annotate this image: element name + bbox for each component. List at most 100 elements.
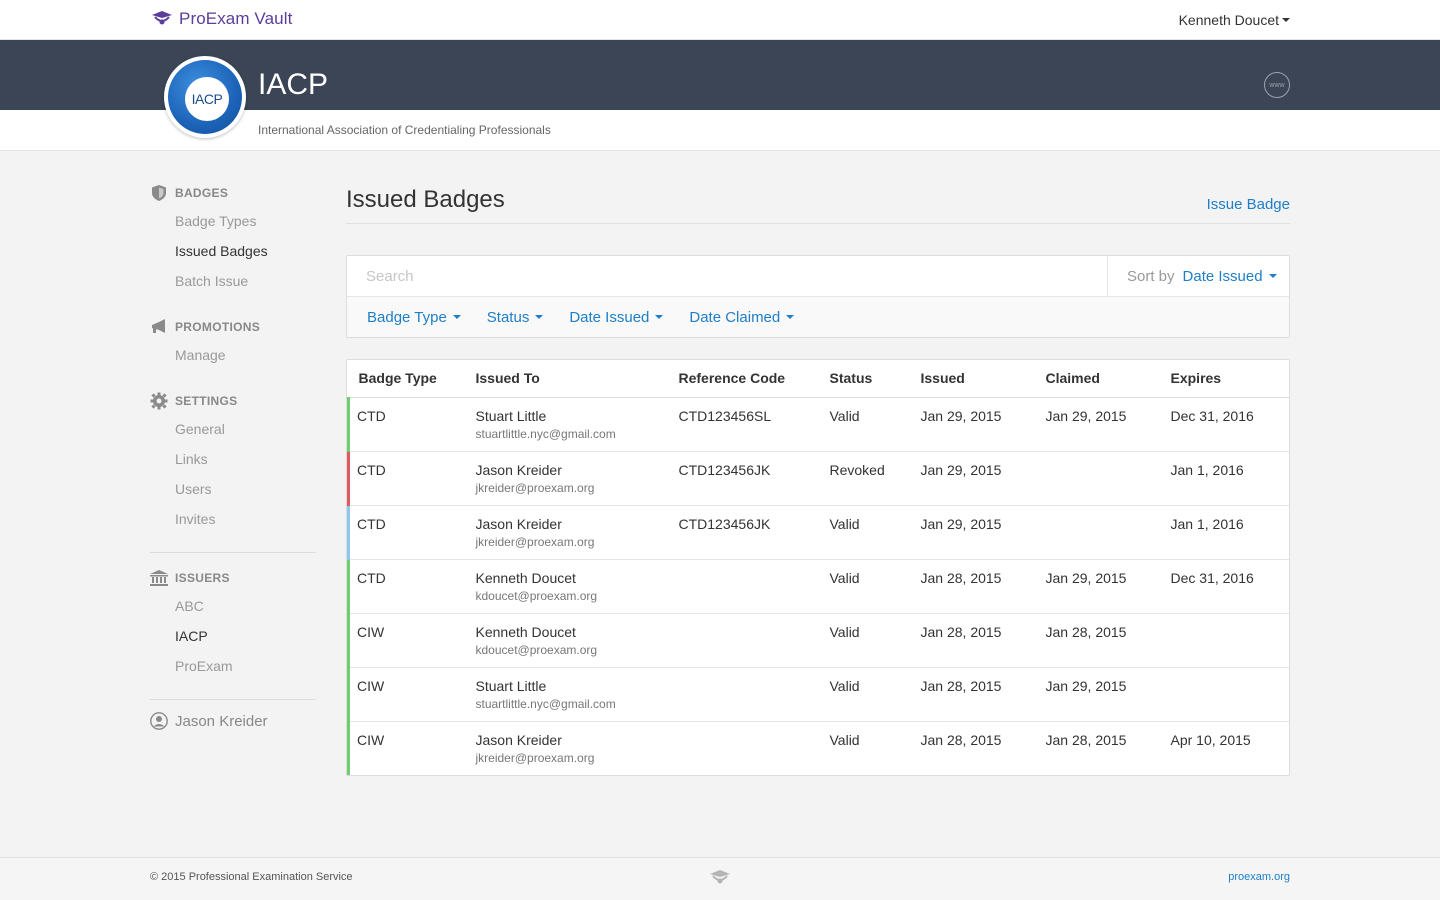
bank-icon (150, 569, 168, 587)
cell-status: Valid (819, 505, 911, 560)
cell-badge-type: CTD (347, 397, 466, 452)
brand[interactable]: ProExam Vault (150, 9, 292, 29)
sidebar-item-issued-badges[interactable]: Issued Badges (175, 243, 268, 259)
recipient-email: kdoucet@proexam.org (475, 588, 598, 603)
search-input[interactable] (347, 256, 1107, 296)
footer-proexam-link[interactable]: proexam.org (1228, 871, 1290, 883)
sidebar-item-batch-issue[interactable]: Batch Issue (175, 273, 249, 289)
recipient-email: jkreider@proexam.org (475, 750, 595, 765)
column-header-issued[interactable]: Issued (910, 360, 1036, 398)
cell-expires (1160, 667, 1289, 722)
recipient-email: jkreider@proexam.org (475, 480, 595, 495)
cell-claimed: Jan 29, 2015 (1035, 397, 1161, 452)
column-header-claimed[interactable]: Claimed (1035, 360, 1161, 398)
sidebar-item-users[interactable]: Users (175, 481, 212, 497)
cell-issued: Jan 28, 2015 (910, 667, 1036, 722)
cell-reference-code (668, 667, 820, 722)
user-avatar-icon (150, 712, 168, 730)
sidebar-section-issuers: ISSUERS ABC IACP ProExam (150, 565, 316, 681)
user-menu-dropdown[interactable]: Kenneth Doucet (1179, 12, 1290, 28)
cell-status: Valid (819, 667, 911, 722)
shield-icon (150, 184, 168, 202)
table-row[interactable]: CIW Kenneth Doucet kdoucet@proexam.org Va… (347, 613, 1289, 668)
cell-claimed: Jan 29, 2015 (1035, 559, 1161, 614)
cell-badge-type: CIW (347, 667, 466, 722)
table-row[interactable]: CIW Stuart Little stuartlittle.nyc@gmail.… (347, 667, 1289, 722)
chevron-down-icon (786, 315, 795, 319)
filter-status-dropdown[interactable]: Status (487, 309, 544, 326)
sidebar-item-links[interactable]: Links (175, 451, 208, 467)
chevron-down-icon (1268, 274, 1277, 278)
org-logo-text: IACP (185, 77, 229, 121)
sort-label: Sort by (1127, 267, 1175, 285)
cell-badge-type: CIW (347, 613, 466, 668)
table-row[interactable]: CTD Jason Kreider jkreider@proexam.org CT… (347, 451, 1289, 506)
cell-expires: Jan 1, 2016 (1160, 505, 1289, 560)
cell-status: Valid (819, 613, 911, 668)
recipient-name: Jason Kreider (475, 461, 562, 478)
chevron-down-icon (535, 315, 544, 319)
sidebar-item-manage[interactable]: Manage (175, 347, 226, 363)
issue-badge-link[interactable]: Issue Badge (1206, 196, 1290, 213)
table-row[interactable]: CTD Jason Kreider jkreider@proexam.org CT… (347, 505, 1289, 560)
cell-expires: Jan 1, 2016 (1160, 451, 1289, 506)
cell-claimed (1035, 505, 1161, 560)
recipient-email: kdoucet@proexam.org (475, 642, 598, 657)
chevron-down-icon (1282, 18, 1290, 22)
table-row[interactable]: CTD Kenneth Doucet kdoucet@proexam.org Va… (347, 559, 1289, 614)
cell-status: Valid (819, 559, 911, 614)
sidebar-item-badge-types[interactable]: Badge Types (175, 213, 257, 229)
cell-reference-code: CTD123456SL (668, 397, 820, 452)
column-header-reference-code[interactable]: Reference Code (668, 360, 820, 398)
chevron-down-icon (655, 315, 664, 319)
chevron-down-icon (452, 315, 461, 319)
sort-dropdown[interactable]: Date Issued (1183, 268, 1277, 285)
sidebar-heading-label: SETTINGS (175, 394, 238, 408)
recipient-email: jkreider@proexam.org (475, 534, 595, 549)
sidebar: BADGES Badge Types Issued Badges Batch I… (150, 180, 316, 730)
filter-row: Badge Type Status Date Issued Date Claim… (347, 297, 1289, 337)
table-row[interactable]: CIW Jason Kreider jkreider@proexam.org Va… (347, 721, 1290, 775)
website-icon[interactable]: www (1264, 72, 1290, 98)
recipient-email: stuartlittle.nyc@gmail.com (475, 696, 616, 711)
cell-issued: Jan 28, 2015 (910, 559, 1036, 614)
cell-reference-code (668, 613, 820, 668)
column-header-badge-type[interactable]: Badge Type (348, 360, 466, 398)
filter-label: Badge Type (367, 308, 447, 326)
cell-expires (1160, 613, 1289, 668)
cell-badge-type: CIW (347, 721, 466, 775)
page-title: Issued Badges (346, 186, 505, 213)
table-row[interactable]: CTD Stuart Little stuartlittle.nyc@gmail.… (347, 397, 1289, 452)
cell-issued-to: Kenneth Doucet kdoucet@proexam.org (465, 613, 669, 668)
filter-date-issued-dropdown[interactable]: Date Issued (569, 309, 664, 326)
cell-issued: Jan 28, 2015 (920, 731, 1002, 748)
column-header-status[interactable]: Status (819, 360, 911, 398)
gear-icon (150, 392, 168, 410)
cell-issued-to: Stuart Little stuartlittle.nyc@gmail.com (465, 667, 669, 722)
footer: © 2015 Professional Examination Service … (0, 857, 1440, 900)
filter-date-claimed-dropdown[interactable]: Date Claimed (689, 309, 795, 326)
cell-claimed: Jan 29, 2015 (1035, 667, 1161, 722)
sidebar-item-abc[interactable]: ABC (175, 598, 204, 614)
sidebar-item-general[interactable]: General (175, 421, 225, 437)
cell-claimed: Jan 28, 2015 (1045, 731, 1127, 748)
cell-badge-type: CTD (347, 559, 466, 614)
cell-expires: Dec 31, 2016 (1160, 559, 1289, 614)
recipient-name: Kenneth Doucet (475, 569, 576, 586)
sidebar-item-proexam[interactable]: ProExam (175, 658, 233, 674)
org-full-name: International Association of Credentiali… (258, 123, 551, 137)
filter-badge-type-dropdown[interactable]: Badge Type (367, 309, 461, 326)
cell-issued: Jan 29, 2015 (910, 451, 1036, 506)
sidebar-item-iacp[interactable]: IACP (175, 628, 208, 644)
sidebar-heading-label: ISSUERS (175, 571, 230, 585)
cell-claimed (1035, 451, 1161, 506)
sidebar-heading-label: PROMOTIONS (175, 320, 261, 334)
column-header-issued-to[interactable]: Issued To (465, 360, 669, 398)
brand-logo-icon (152, 11, 172, 25)
cell-badge-type: CTD (347, 451, 466, 506)
column-header-expires[interactable]: Expires (1160, 360, 1289, 398)
sidebar-item-invites[interactable]: Invites (175, 511, 216, 527)
cell-reference-code (668, 559, 820, 614)
sidebar-user-profile[interactable]: Jason Kreider (150, 712, 316, 730)
cell-reference-code: CTD123456JK (668, 451, 820, 506)
